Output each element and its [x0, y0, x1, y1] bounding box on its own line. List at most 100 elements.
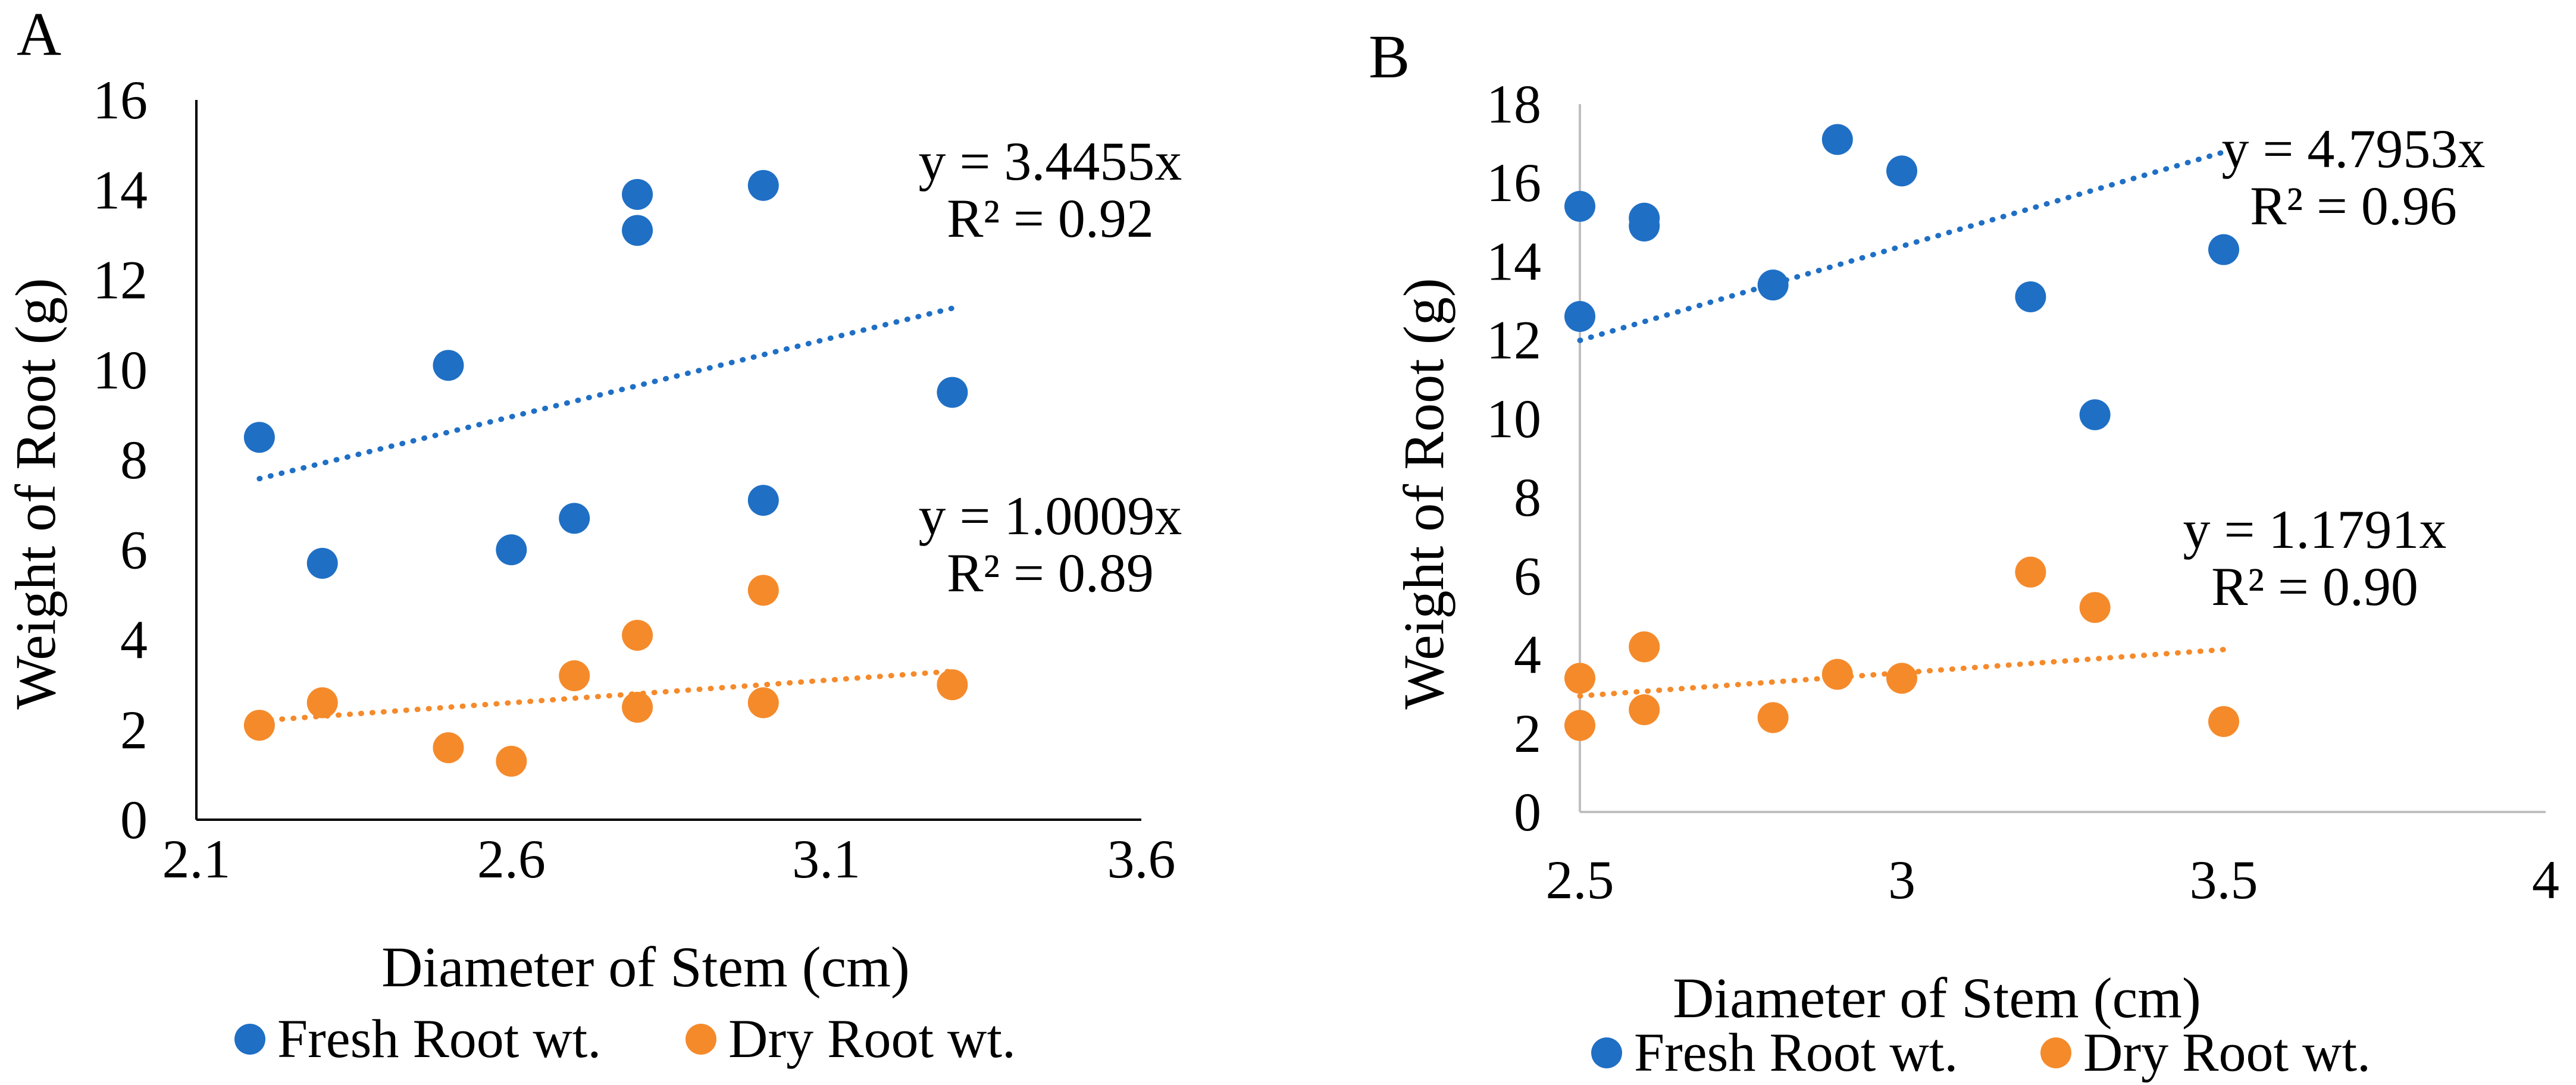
- panel-a-y-tick-label: 8: [120, 429, 148, 490]
- panel-a-dry-equation: y = 1.0009x: [919, 485, 1182, 546]
- panel-a-x-axis-title: Diameter of Stem (cm): [381, 935, 910, 999]
- panel-b: B 2.5 3 3.5 4 0 2 4 6 8 10 12 14 16 18 y = 4.7953x R²…: [1369, 23, 2559, 1083]
- panel-b-fresh-r2: R² = 0.96: [2250, 175, 2457, 236]
- panel-a-y-tick-label: 14: [93, 159, 148, 220]
- panel-b-y-tick-label: 10: [1486, 388, 1541, 449]
- panel-a-legend-label-fresh: Fresh Root wt.: [277, 1008, 601, 1069]
- panel-b-fresh-point: [2208, 234, 2239, 265]
- panel-a-y-tick-label: 0: [120, 789, 148, 850]
- panel-b-x-tick-label: 4: [2532, 849, 2559, 910]
- panel-b-y-tick-label: 4: [1514, 625, 1541, 685]
- panel-b-axes: 2.5 3 3.5 4 0 2 4 6 8 10 12 14 16 18: [1486, 74, 2559, 910]
- panel-a-y-tick-label: 10: [93, 340, 148, 400]
- panel-b-y-tick-label: 12: [1486, 310, 1541, 371]
- panel-b-points: [1564, 124, 2239, 741]
- panel-a-dry-point: [622, 619, 653, 651]
- panel-a-dry-point: [937, 669, 968, 701]
- panel-a-dry-point: [496, 745, 527, 777]
- panel-b-dry-point: [2079, 592, 2111, 623]
- panel-a-x-tick-label: 2.1: [162, 829, 231, 889]
- panel-b-dry-point: [2015, 556, 2046, 588]
- panel-b-dry-point: [1564, 710, 1595, 741]
- panel-b-dry-point: [1629, 694, 1660, 726]
- panel-a-x-tick-label: 3.1: [792, 829, 860, 889]
- panel-b-dry-point: [1629, 631, 1660, 663]
- panel-b-fresh-point: [1757, 269, 1789, 301]
- panel-a-y-tick-label: 4: [120, 610, 148, 670]
- panel-b-y-tick-label: 16: [1486, 152, 1541, 213]
- panel-b-x-tick-label: 2.5: [1546, 849, 1614, 910]
- panel-a-dry-point: [433, 732, 464, 763]
- panel-b-fresh-point: [2015, 281, 2046, 312]
- panel-b-fresh-point: [1886, 155, 1917, 187]
- panel-b-dry-point: [2208, 705, 2239, 737]
- panel-a-y-tick-label: 12: [93, 250, 148, 311]
- panel-b-y-tick-label: 2: [1514, 703, 1541, 764]
- panel-a-dry-point: [243, 710, 275, 741]
- panel-a-x-tick-label: 2.6: [477, 829, 546, 889]
- panel-a-x-tick-label: 3.6: [1107, 829, 1176, 889]
- panel-b-fresh-trendline: [1577, 149, 2227, 343]
- panel-a-fresh-point: [622, 215, 653, 246]
- panel-a-fresh-equation: y = 3.4455x: [919, 131, 1182, 192]
- panel-a-y-axis-title: Weight of Root (g): [4, 278, 67, 709]
- panel-b-legend-marker-fresh: [1591, 1037, 1622, 1068]
- panel-a-dry-trendline: [256, 668, 955, 724]
- panel-a-legend-marker-fresh: [234, 1024, 265, 1055]
- panel-a-dry-point: [747, 575, 779, 606]
- panel-b-x-tick-label: 3.5: [2190, 849, 2258, 910]
- panel-a-dry-point: [559, 660, 590, 691]
- panel-b-dry-point: [1886, 663, 1917, 694]
- panel-b-trendlines: [1577, 149, 2227, 699]
- panel-b-dry-r2: R² = 0.90: [2211, 556, 2418, 617]
- panel-a-fresh-r2: R² = 0.92: [947, 188, 1154, 249]
- panel-a-fresh-point: [747, 170, 779, 201]
- panel-b-legend-label-dry: Dry Root wt.: [2083, 1022, 2371, 1083]
- panel-a-legend-marker-dry: [686, 1024, 716, 1055]
- panel-a-fresh-point: [433, 350, 464, 381]
- panel-a-dry-point: [306, 687, 338, 719]
- panel-b-dry-point: [1564, 663, 1595, 694]
- panel-a-letter: A: [17, 0, 61, 68]
- panel-b-fresh-equation: y = 4.7953x: [2222, 118, 2486, 179]
- panel-b-fresh-point: [1564, 301, 1595, 332]
- panel-b-y-tick-label: 14: [1486, 231, 1541, 291]
- panel-a-fresh-point: [306, 547, 338, 579]
- panel-b-x-axis-title: Diameter of Stem (cm): [1673, 966, 2201, 1030]
- panel-a-dry-r2: R² = 0.89: [947, 542, 1154, 603]
- panel-a-fresh-point: [496, 534, 527, 566]
- panel-b-y-tick-label: 18: [1486, 74, 1541, 134]
- panel-b-y-axis-title: Weight of Root (g): [1392, 278, 1456, 709]
- panel-a-fresh-point: [747, 485, 779, 516]
- panel-b-fresh-point: [2079, 399, 2111, 431]
- panel-b-letter: B: [1369, 23, 1410, 91]
- panel-a-legend-label-dry: Dry Root wt.: [728, 1008, 1016, 1069]
- panel-b-y-tick-label: 0: [1514, 782, 1541, 842]
- panel-b-y-tick-label: 6: [1514, 545, 1541, 606]
- panel-b-x-tick-label: 3: [1888, 849, 1915, 910]
- panel-b-legend-label-fresh: Fresh Root wt.: [1634, 1022, 1958, 1083]
- panel-a-dry-point: [622, 691, 653, 723]
- panel-a-fresh-point: [243, 422, 275, 453]
- panel-b-y-tick-label: 8: [1514, 467, 1541, 528]
- panel-b-fresh-point: [1629, 210, 1660, 242]
- panel-b-fresh-point: [1564, 190, 1595, 222]
- panel-a-fresh-point: [622, 178, 653, 210]
- panel-a-trendlines: [256, 305, 955, 724]
- panel-a-fresh-point: [937, 377, 968, 408]
- panel-a-legend: Fresh Root wt. Dry Root wt.: [234, 1008, 1016, 1069]
- panel-a-fresh-point: [559, 503, 590, 534]
- panel-b-dry-point: [1757, 702, 1789, 733]
- panel-b-legend: Fresh Root wt. Dry Root wt.: [1591, 1022, 2371, 1083]
- panel-b-fresh-point: [1821, 124, 1853, 155]
- panel-a-fresh-trendline: [256, 305, 955, 482]
- panel-a-y-tick-label: 2: [120, 700, 148, 760]
- panel-a-y-tick-label: 16: [93, 70, 148, 130]
- panel-b-legend-marker-dry: [2040, 1037, 2071, 1068]
- panel-b-dry-point: [1821, 658, 1853, 690]
- panel-a-dry-point: [747, 687, 779, 719]
- panel-b-dry-equation: y = 1.1791x: [2183, 499, 2447, 560]
- panel-a-y-tick-label: 6: [120, 519, 148, 580]
- panel-a-axes: 2.1 2.6 3.1 3.6 0 2 4 6 8 10 12 14 16: [93, 70, 1176, 889]
